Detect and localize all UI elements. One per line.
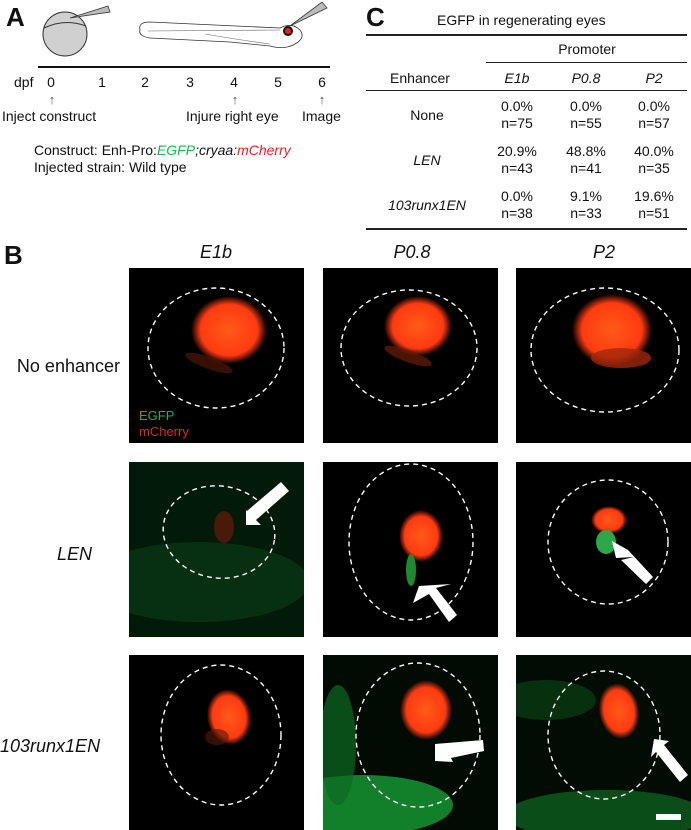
arrow-icon <box>413 584 457 622</box>
panel-c-letter: C <box>366 2 385 32</box>
promoter-rule <box>486 62 687 63</box>
legend-mcherry: mCherry <box>139 424 189 439</box>
table-title: EGFP in regenerating eyes <box>437 12 606 28</box>
cell-percent: 19.6% <box>634 188 674 204</box>
timeline-illustration <box>42 1 328 57</box>
axis-label-dpf: dpf <box>14 74 34 90</box>
up-arrow-icon: ↑ <box>48 92 56 107</box>
table-cell: 0.0% n=57 <box>638 98 670 132</box>
arrow-icon <box>612 541 653 584</box>
cell-n: n=38 <box>501 205 533 221</box>
cell-n: n=57 <box>638 115 670 131</box>
column-header: P2 <box>645 70 663 86</box>
column-header: P0.8 <box>571 70 601 86</box>
construct-line: Construct: Enh-Pro:EGFP;cryaa:mCherry <box>34 142 291 158</box>
row-label-len: LEN <box>56 544 92 564</box>
table-cell: 0.0% n=55 <box>570 98 602 132</box>
column-label-p0-8: P0.8 <box>393 242 431 262</box>
injury-needle-icon <box>289 1 328 27</box>
cell-percent: 9.1% <box>570 188 602 204</box>
arrow-icon <box>435 740 484 762</box>
row-label-none: None <box>410 107 444 123</box>
column-header: E1b <box>504 70 530 86</box>
tick-label: 6 <box>318 74 326 90</box>
micrograph-103runx1en-p0-8 <box>323 655 498 830</box>
arrow-icon <box>651 739 688 782</box>
injected-strain: Injected strain: Wild type <box>34 159 187 175</box>
cell-n: n=35 <box>638 160 670 176</box>
promoter-group-header: Promoter <box>558 41 616 57</box>
tick-label: 5 <box>274 74 282 90</box>
construct-prefix: Construct: Enh-Pro: <box>34 142 157 158</box>
cell-n: n=51 <box>638 205 670 221</box>
row-label-103runx1en: 103runx1EN <box>388 197 466 213</box>
row-label-len: LEN <box>413 152 441 168</box>
cell-percent: 0.0% <box>570 98 602 114</box>
table-cell: 9.1% n=33 <box>570 188 602 222</box>
cell-n: n=41 <box>570 160 602 176</box>
larva-icon <box>139 21 303 48</box>
micrograph-len-p2 <box>516 462 691 637</box>
panel-b-letter: B <box>4 240 23 270</box>
row-label-103runx1en: 103runx1EN <box>0 736 101 756</box>
row-label-no-enhancer: No enhancer <box>16 356 120 376</box>
micrograph-no-enhancer-p2 <box>516 268 691 443</box>
micrograph-no-enhancer-e1b: EGFP mCherry <box>129 268 304 443</box>
tick-label: 4 <box>230 74 238 90</box>
cell-percent: 40.0% <box>634 143 674 159</box>
table-top-rule <box>366 34 687 36</box>
table-cell: 20.9% n=43 <box>497 143 537 177</box>
event-inject-construct: Inject construct <box>2 108 97 124</box>
tick-label: 3 <box>186 74 194 90</box>
embryo-icon <box>42 11 88 57</box>
cell-percent: 0.0% <box>638 98 670 114</box>
micrograph-len-p0-8 <box>323 462 498 637</box>
construct-mcherry: mCherry <box>237 142 291 158</box>
table-bottom-rule <box>366 228 687 230</box>
cell-percent: 48.8% <box>566 143 606 159</box>
cell-n: n=43 <box>501 160 533 176</box>
cell-n: n=55 <box>570 115 602 131</box>
construct-mid: ;cryaa: <box>195 142 238 158</box>
event-injure-right-eye: Injure right eye <box>186 108 279 124</box>
cell-percent: 20.9% <box>497 143 537 159</box>
construct-egfp: EGFP <box>156 142 196 158</box>
micrograph-no-enhancer-p0-8 <box>323 268 498 443</box>
column-label-p2: P2 <box>592 242 616 262</box>
table-cell: 0.0% n=38 <box>501 188 533 222</box>
cell-n: n=75 <box>501 115 533 131</box>
table-cell: 40.0% n=35 <box>634 143 674 177</box>
enhancer-header: Enhancer <box>390 70 450 86</box>
micrograph-len-e1b <box>129 462 304 637</box>
up-arrow-icon: ↑ <box>231 92 239 107</box>
cell-percent: 0.0% <box>501 98 533 114</box>
injection-needle-icon <box>69 5 111 19</box>
table-cell: 0.0% n=75 <box>501 98 533 132</box>
timeline-axis <box>38 66 330 68</box>
legend-egfp: EGFP <box>139 408 175 423</box>
panel-a-letter: A <box>6 2 25 32</box>
tick-label: 0 <box>47 74 55 90</box>
event-image: Image <box>302 108 341 124</box>
tick-label: 1 <box>98 74 106 90</box>
tick-label: 2 <box>141 74 149 90</box>
arrow-icon <box>246 482 289 525</box>
cell-percent: 0.0% <box>501 188 533 204</box>
micrograph-103runx1en-e1b <box>129 655 304 830</box>
up-arrow-icon: ↑ <box>318 92 326 107</box>
micrograph-103runx1en-p2 <box>516 655 691 830</box>
table-cell: 48.8% n=41 <box>566 143 606 177</box>
table-cell: 19.6% n=51 <box>634 188 674 222</box>
scale-bar <box>656 814 681 820</box>
column-label-e1b: E1b <box>199 242 233 262</box>
header-rule <box>366 90 687 91</box>
cell-n: n=33 <box>570 205 602 221</box>
